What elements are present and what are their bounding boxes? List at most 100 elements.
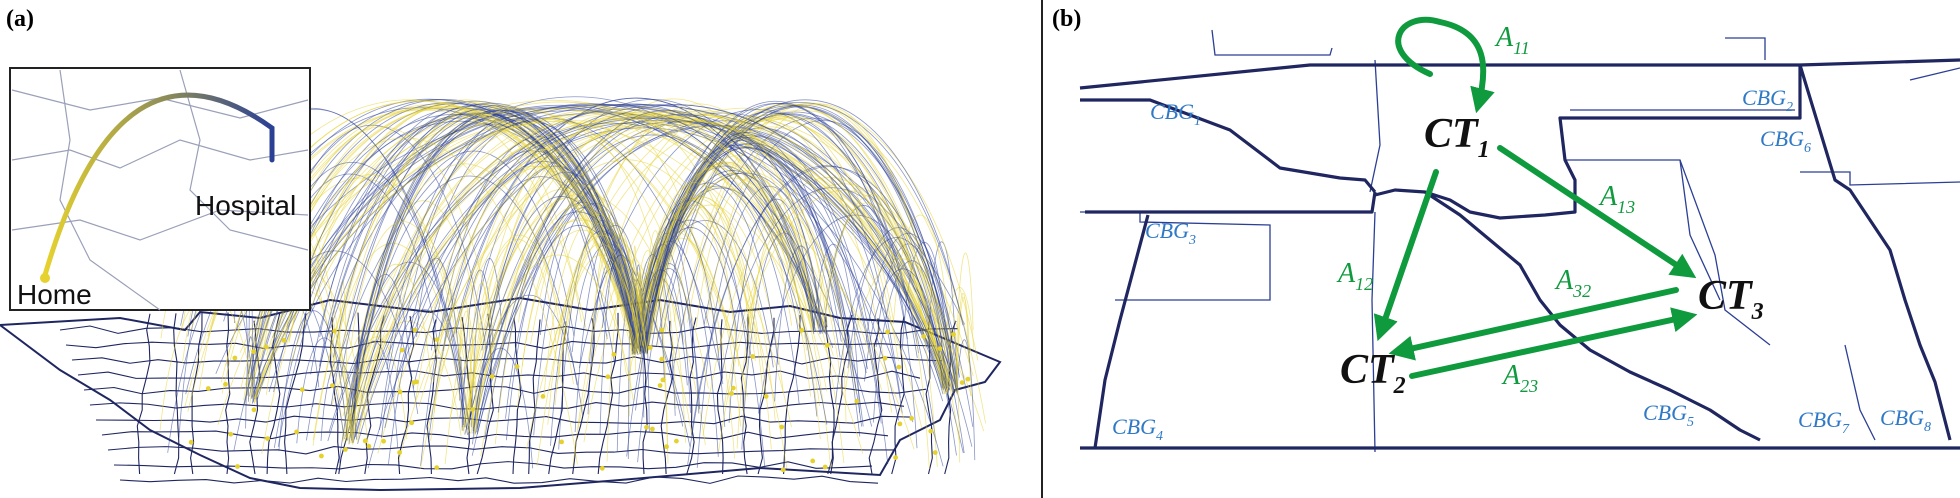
flow-arc <box>310 105 638 375</box>
cbg-labels: CBG1 CBG2 CBG3 CBG4 CBG5 CBG6 CBG7 CBG8 <box>1112 85 1931 444</box>
origin-dot <box>897 421 903 427</box>
flow-arc <box>356 108 834 441</box>
flow-arc <box>459 310 477 429</box>
flow-arc <box>702 177 945 436</box>
flow-arc <box>278 310 348 452</box>
origin-dot <box>330 383 335 388</box>
county-line <box>71 356 943 365</box>
origin-dot <box>605 374 611 380</box>
cbg-4-label: CBG4 <box>1112 414 1163 444</box>
flow-arc <box>642 114 894 346</box>
flow-a11-label: A11 <box>1494 22 1530 58</box>
county-line <box>397 315 415 475</box>
origin-dot <box>779 424 785 430</box>
tract-ct2-label: CT2 <box>1340 347 1406 399</box>
cbg-1-label: CBG1 <box>1150 99 1201 129</box>
origin-dot <box>251 407 257 413</box>
flow-arc <box>465 114 757 428</box>
flow-arc <box>338 114 639 463</box>
flow-arc <box>344 110 803 440</box>
origin-dot <box>265 436 270 441</box>
flow-arc <box>705 103 948 392</box>
origin-dot <box>489 374 495 379</box>
panel-a-label: (a) <box>6 6 34 32</box>
flow-arc <box>384 108 825 429</box>
flow-arc <box>865 233 959 393</box>
county-line <box>364 315 385 475</box>
flow-a13-label: A13 <box>1598 181 1635 217</box>
origin-dot <box>294 429 299 435</box>
cbg-6-label: CBG6 <box>1760 126 1811 156</box>
origin-dot <box>381 438 386 444</box>
origin-dot <box>434 465 440 470</box>
origin-dot <box>921 334 927 339</box>
flow-arc <box>472 196 634 445</box>
origin-dot <box>397 450 402 455</box>
flow-a32-arrow <box>1388 287 1679 361</box>
county-line <box>95 415 911 425</box>
flow-arc <box>645 170 857 395</box>
flow-arc <box>818 254 847 425</box>
county-line <box>597 312 619 475</box>
flow-a23-arrow <box>1409 307 1698 379</box>
flow-arc <box>252 250 419 415</box>
county-line <box>173 313 180 475</box>
county-line <box>77 370 921 379</box>
flow-arc <box>633 186 821 407</box>
origin-dot <box>965 376 971 382</box>
county-line <box>426 319 437 475</box>
origin-dot <box>730 385 736 391</box>
origin-dot <box>659 356 665 362</box>
county-line <box>59 325 959 334</box>
origin-dot <box>822 464 828 470</box>
origin-dot <box>514 364 520 369</box>
flow-arc <box>350 122 582 444</box>
county-line <box>528 319 541 475</box>
origin-dot <box>251 349 256 354</box>
county-line <box>868 318 883 475</box>
flow-arc <box>696 176 814 327</box>
flow-arc <box>351 120 628 438</box>
flow-arc <box>821 202 930 469</box>
origin-dot <box>824 343 830 348</box>
origin-dot <box>412 327 418 333</box>
flow-arc <box>955 252 974 392</box>
flow-arc <box>703 120 958 386</box>
flow-arc <box>646 132 847 348</box>
origin-dot <box>780 467 786 473</box>
flow-arc <box>346 119 748 442</box>
county-line <box>266 312 281 475</box>
flow-arc <box>255 120 864 454</box>
flow-arc <box>350 221 470 433</box>
flow-arc <box>941 287 975 388</box>
origin-dot <box>319 453 324 459</box>
flow-arc <box>691 166 958 435</box>
flow-arc <box>475 254 634 433</box>
tract-boundaries <box>1079 58 1960 450</box>
origin-dot <box>397 389 403 395</box>
county-line <box>83 385 927 395</box>
origin-dot <box>411 380 417 385</box>
flow-arrows <box>1373 16 1698 379</box>
origin-dot <box>909 416 914 421</box>
flow-arc <box>644 267 701 410</box>
county-line <box>512 317 522 475</box>
flow-arc <box>350 150 575 441</box>
flow-arc <box>638 110 986 424</box>
flow-arc <box>728 198 815 423</box>
origin-dot <box>228 431 234 437</box>
origin-dot <box>205 386 211 391</box>
flow-arc <box>632 245 638 350</box>
flow-arc <box>631 101 971 354</box>
flow-arc <box>350 109 642 416</box>
origin-dot <box>664 444 669 450</box>
origin-dot <box>470 407 476 412</box>
origin-dot <box>647 345 653 350</box>
flow-arc <box>497 211 647 413</box>
flow-arc <box>687 165 949 465</box>
flow-arc <box>543 213 647 397</box>
origin-dot <box>657 383 663 388</box>
flow-arc <box>329 105 644 380</box>
flow-arc <box>472 294 584 431</box>
origin-dot <box>235 464 240 469</box>
